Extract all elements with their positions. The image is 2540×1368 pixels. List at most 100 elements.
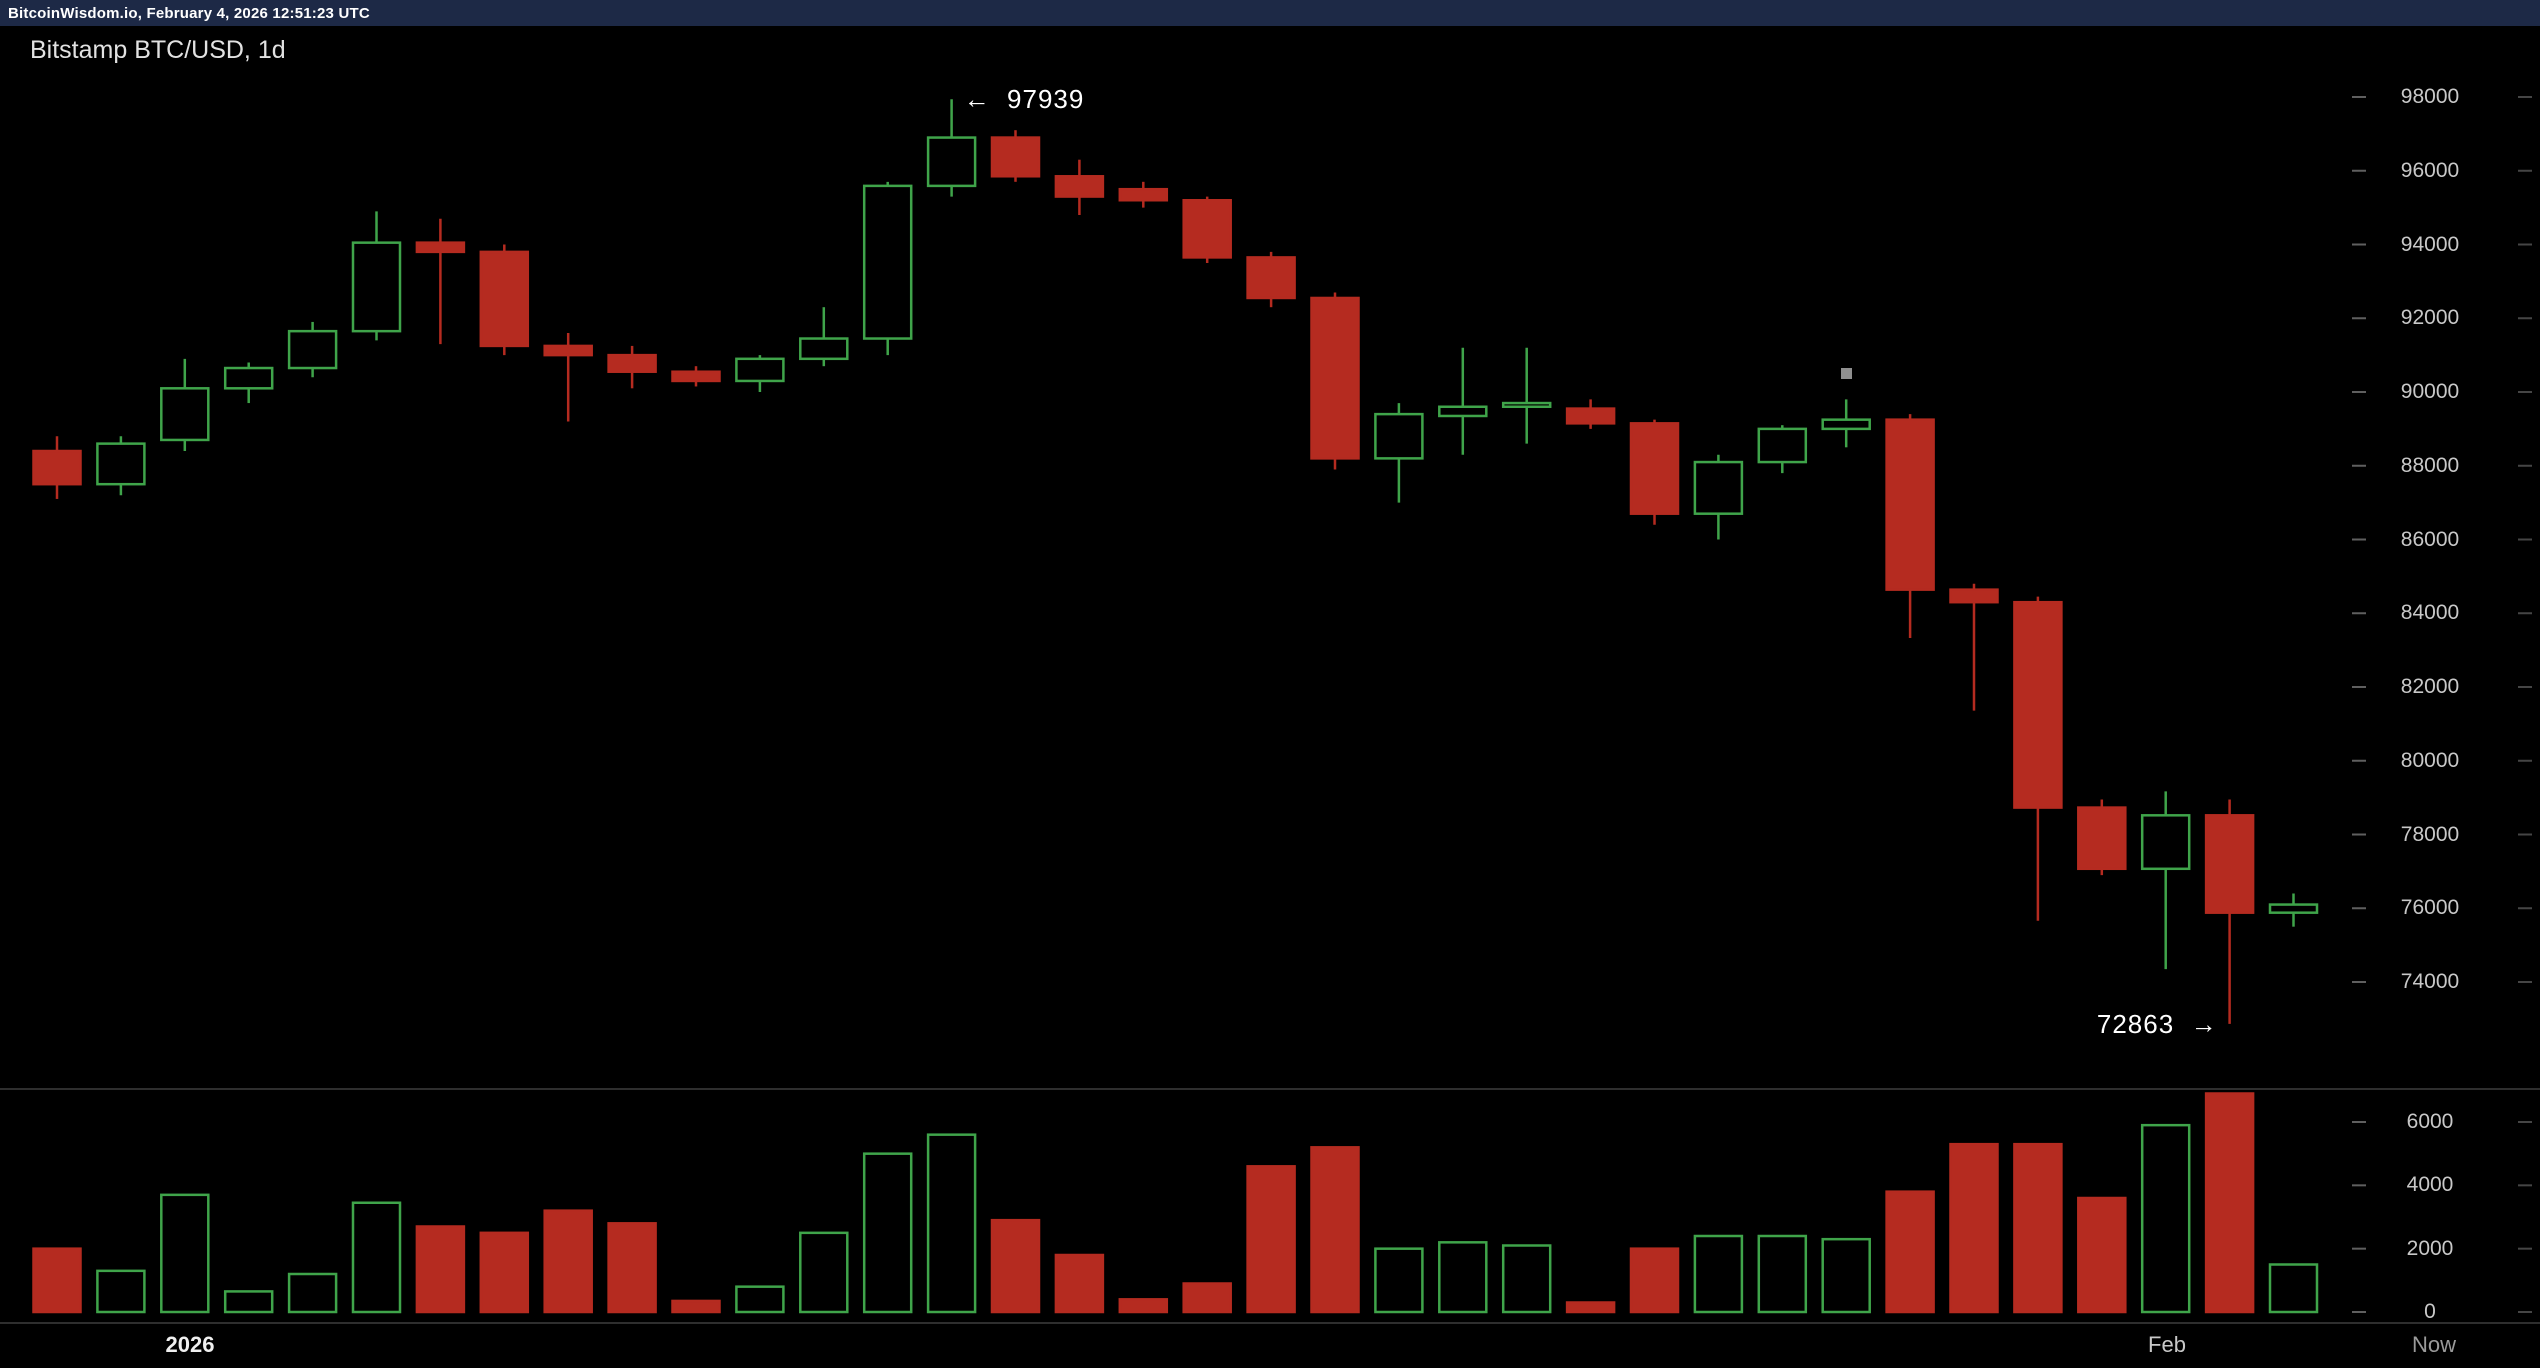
candle-body [1885, 418, 1935, 591]
volume-bar [1821, 1237, 1871, 1314]
candle-body [990, 136, 1041, 178]
candle-body [351, 241, 402, 333]
candle-body [96, 442, 146, 486]
price-axis-label: 86000 [2400, 527, 2460, 551]
volume-bar [2268, 1263, 2319, 1314]
volume-bar [862, 1152, 913, 1314]
price-axis-label: 94000 [2400, 232, 2460, 256]
low-price-annotation: 72863 → [2096, 1008, 2218, 1039]
volume-bar [96, 1269, 146, 1314]
volume-bar [2204, 1092, 2255, 1314]
status-bar-text: BitcoinWisdom.io, February 4, 2026 12:51… [8, 4, 370, 22]
candle-body [1118, 187, 1169, 202]
volume-bar [735, 1285, 785, 1314]
candle-body [1565, 407, 1616, 425]
volume-bar [1501, 1244, 1552, 1314]
candle-body [2077, 806, 2127, 871]
volume-bar [1118, 1298, 1169, 1314]
candle-body [2204, 814, 2255, 914]
candle-body [1246, 256, 1296, 300]
candle-body [160, 387, 210, 442]
price-axis-label: 98000 [2400, 85, 2460, 108]
candle-body [1821, 418, 1871, 431]
volume-bar [287, 1272, 338, 1314]
volume-axis-label: 4000 [2406, 1173, 2454, 1197]
candle-body [1693, 460, 1744, 515]
candle-body [1438, 405, 1488, 418]
volume-bar [799, 1231, 849, 1314]
candle-body [862, 184, 913, 340]
candle-body [2013, 600, 2063, 809]
volume-bar [2140, 1123, 2191, 1314]
volume-bar [1374, 1247, 1424, 1314]
volume-bar [1310, 1146, 1360, 1314]
candle-body [1054, 175, 1105, 198]
price-axis-label: 80000 [2400, 748, 2460, 772]
price-axis-label: 84000 [2400, 601, 2460, 625]
x-axis-now-label: Now [2411, 1332, 2456, 1357]
price-axis-label: 74000 [2400, 970, 2460, 993]
volume-bar [1949, 1142, 1999, 1314]
candle-body [671, 370, 721, 383]
volume-axis-label: 6000 [2406, 1110, 2454, 1133]
x-axis-month-label: Feb [2148, 1332, 2186, 1357]
price-axis-label: 90000 [2400, 380, 2460, 403]
candle-body [543, 344, 593, 357]
volume-bar [351, 1201, 402, 1314]
volume-bar [223, 1290, 274, 1314]
price-axis-label: 78000 [2400, 822, 2460, 846]
candle-body [1182, 199, 1232, 259]
candle-body [2268, 903, 2319, 914]
volume-bar [1885, 1190, 1935, 1314]
candle-body [926, 136, 977, 188]
candle-body [287, 329, 338, 370]
high-price-annotation: ← 97939 [963, 84, 1085, 115]
volume-bar [2077, 1196, 2127, 1314]
candle-body [32, 449, 82, 486]
x-axis-year-label: 2026 [165, 1332, 215, 1357]
candle-body [735, 357, 785, 383]
candle-body [479, 250, 530, 348]
volume-axis-label: 0 [2424, 1300, 2436, 1323]
candle-body [415, 241, 466, 254]
candle-body [2140, 814, 2191, 871]
candle-body [1757, 427, 1808, 464]
volume-bar [1054, 1253, 1105, 1314]
mouse-cursor-marker [1841, 368, 1852, 379]
candle-body [1629, 422, 1680, 515]
price-axis-label: 76000 [2400, 896, 2460, 920]
price-axis-label: 82000 [2400, 675, 2460, 698]
volume-bar [1629, 1247, 1680, 1314]
volume-bar [415, 1225, 466, 1314]
volume-axis-label: 2000 [2406, 1236, 2454, 1260]
volume-bar [607, 1222, 657, 1314]
volume-bar [160, 1193, 210, 1314]
price-axis-label: 92000 [2400, 306, 2460, 330]
volume-bar [1438, 1241, 1488, 1314]
candle-body [1310, 296, 1360, 460]
candle-body [607, 353, 657, 373]
volume-bar [1693, 1234, 1744, 1314]
volume-bar [671, 1299, 721, 1314]
price-axis-label: 96000 [2400, 158, 2460, 182]
status-bar: BitcoinWisdom.io, February 4, 2026 12:51… [0, 0, 2540, 26]
candle-body [223, 366, 274, 390]
chart-title: Bitstamp BTC/USD, 1d [30, 36, 286, 64]
volume-bar [1757, 1234, 1808, 1314]
volume-bar [2013, 1142, 2063, 1314]
price-axis-label: 88000 [2400, 453, 2460, 477]
volume-bar [479, 1231, 530, 1314]
candle-body [1501, 401, 1552, 408]
volume-bar [1565, 1301, 1616, 1314]
volume-bar [990, 1218, 1041, 1314]
volume-bar [543, 1209, 593, 1314]
candle-body [1374, 412, 1424, 460]
volume-bar [926, 1133, 977, 1314]
candle-body [799, 337, 849, 361]
volume-bar [1182, 1282, 1232, 1314]
candle-body [1949, 588, 1999, 604]
volume-bar [32, 1247, 82, 1314]
volume-bar [1246, 1165, 1296, 1314]
